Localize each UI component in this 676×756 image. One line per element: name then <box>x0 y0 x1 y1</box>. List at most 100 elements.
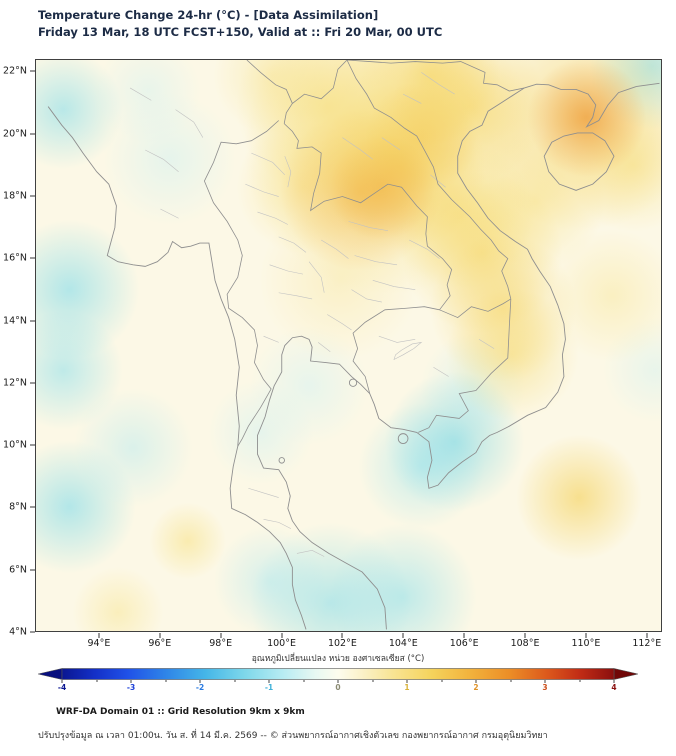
colorbar-left-arrow <box>38 668 63 680</box>
lat-tick-mark <box>30 631 35 633</box>
lat-tick-mark <box>30 70 35 72</box>
lon-tick-mark <box>646 633 648 638</box>
lat-tick-label: 8°N <box>9 501 27 513</box>
lat-tick-mark <box>30 569 35 571</box>
lat-axis-labels: 22°N 20°N 18°N 16°N 14°N 12°N 10°N 8°N 6°N 4°N <box>0 59 29 638</box>
ko-chang-island <box>349 379 356 386</box>
lon-tick-label: 104°E <box>388 638 418 649</box>
border-vietnam-cambodia <box>418 299 511 432</box>
footer-credit: ปรับปรุงข้อมูล ณ เวลา 01:00น. วัน ส. ที่… <box>38 731 548 741</box>
lon-tick-label: 100°E <box>267 638 296 649</box>
border-thailand-cambodia <box>353 307 439 394</box>
border-myanmar-laos <box>284 103 292 123</box>
lon-tick-label: 108°E <box>510 638 540 649</box>
lon-axis-labels: 94°E 96°E 98°E 100°E 102°E 104°E 106°E 108°E 110… <box>35 638 662 654</box>
lon-tick-label: 110°E <box>571 638 601 649</box>
colorbar-tick-mark <box>61 680 63 683</box>
lat-axis-ticks <box>30 59 35 633</box>
colorbar-tick-mark <box>579 680 580 682</box>
lat-tick-label: 12°N <box>3 377 27 389</box>
lon-tick-label: 112°E <box>632 638 662 649</box>
border-myanmar-china-laos <box>247 60 347 103</box>
coast-gulf-vietnam-china <box>257 83 659 629</box>
border-laos-cambodia <box>440 299 511 318</box>
colorbar <box>38 668 638 680</box>
border-china-vietnam <box>347 60 524 91</box>
colorbar-tick-mark <box>544 680 546 683</box>
border-thailand-laos <box>284 124 451 310</box>
colorbar-tick-mark <box>234 680 235 682</box>
colorbar-tick-mark <box>165 680 166 682</box>
lon-tick-label: 102°E <box>327 638 357 649</box>
lon-tick-mark <box>402 633 404 638</box>
lon-tick-label: 94°E <box>87 638 111 649</box>
border-thailand-myanmar <box>204 121 278 447</box>
hainan-island <box>544 133 614 190</box>
lon-tick-mark <box>281 633 283 638</box>
lon-tick-mark <box>98 633 100 638</box>
coastlines <box>48 83 659 629</box>
colorbar-tick-mark <box>303 680 304 682</box>
lon-tick-mark <box>585 633 587 638</box>
lon-tick-mark <box>220 633 222 638</box>
colorbar-tick-mark <box>406 680 408 683</box>
lat-tick-mark <box>30 195 35 197</box>
colorbar-tick-label: -2 <box>195 683 205 692</box>
lat-tick-label: 20°N <box>3 128 27 140</box>
lat-tick-mark <box>30 320 35 322</box>
lat-tick-mark <box>30 133 35 135</box>
colorbar-tick-mark <box>268 680 270 683</box>
lat-tick-label: 14°N <box>3 315 27 327</box>
colorbar-tick-label: 2 <box>473 683 479 692</box>
colorbar-tick-mark <box>475 680 477 683</box>
colorbar-tick-mark <box>372 680 373 682</box>
lat-tick-mark <box>30 444 35 446</box>
temperature-anomaly-layer <box>36 60 661 631</box>
lat-tick-label: 6°N <box>9 564 27 576</box>
colorbar-tick-mark <box>337 680 339 683</box>
colorbar-label: อุณหภูมิเปลี่ยนแปลง หน่วย องศาเซลเซียส (… <box>251 654 425 664</box>
phu-quoc-island <box>398 434 408 444</box>
lat-tick-label: 22°N <box>3 65 27 77</box>
colorbar-tick-label: 1 <box>404 683 410 692</box>
footer-domain-info: WRF-DA Domain 01 :: Grid Resolution 9km … <box>56 707 305 717</box>
province-boundaries <box>130 72 494 556</box>
page-title: Temperature Change 24-hr (°C) - [Data As… <box>38 8 379 22</box>
colorbar-gradient-bar <box>61 668 615 680</box>
lon-tick-mark <box>524 633 526 638</box>
lon-tick-label: 96°E <box>148 638 172 649</box>
colorbar-tick-label: 4 <box>611 683 617 692</box>
lat-tick-mark <box>30 506 35 508</box>
colorbar-tick-label: -4 <box>57 683 67 692</box>
lat-tick-mark <box>30 257 35 259</box>
lat-tick-mark <box>30 382 35 384</box>
coast-west-peninsula <box>48 107 306 630</box>
lon-tick-mark <box>463 633 465 638</box>
page-subtitle: Friday 13 Mar, 18 UTC FCST+150, Valid at… <box>38 25 443 39</box>
colorbar-ticks: -4 -3 -2 -1 0 1 2 3 4 <box>38 680 638 694</box>
colorbar-tick-mark <box>199 680 201 683</box>
lat-tick-label: 10°N <box>3 439 27 451</box>
map-frame <box>35 59 662 632</box>
ko-samui-island <box>279 458 284 464</box>
colorbar-tick-mark <box>613 680 615 683</box>
lat-tick-label: 18°N <box>3 190 27 202</box>
lon-tick-mark <box>159 633 161 638</box>
colorbar-tick-label: 0 <box>335 683 341 692</box>
border-laos-vietnam <box>347 60 511 299</box>
colorbar-tick-label: 3 <box>542 683 548 692</box>
lat-tick-label: 16°N <box>3 252 27 264</box>
colorbar-tick-mark <box>96 680 97 682</box>
colorbar-tick-mark <box>441 680 442 682</box>
colorbar-right-arrow <box>613 668 638 680</box>
lon-axis-ticks <box>35 633 662 638</box>
lat-tick-label: 4°N <box>9 626 27 638</box>
lon-tick-label: 106°E <box>449 638 479 649</box>
colorbar-tick-mark <box>510 680 511 682</box>
lon-tick-label: 98°E <box>209 638 233 649</box>
colorbar-tick-mark <box>130 680 132 683</box>
country-borders <box>204 60 524 446</box>
tonle-sap-lake <box>394 342 421 359</box>
colorbar-tick-label: -1 <box>264 683 274 692</box>
